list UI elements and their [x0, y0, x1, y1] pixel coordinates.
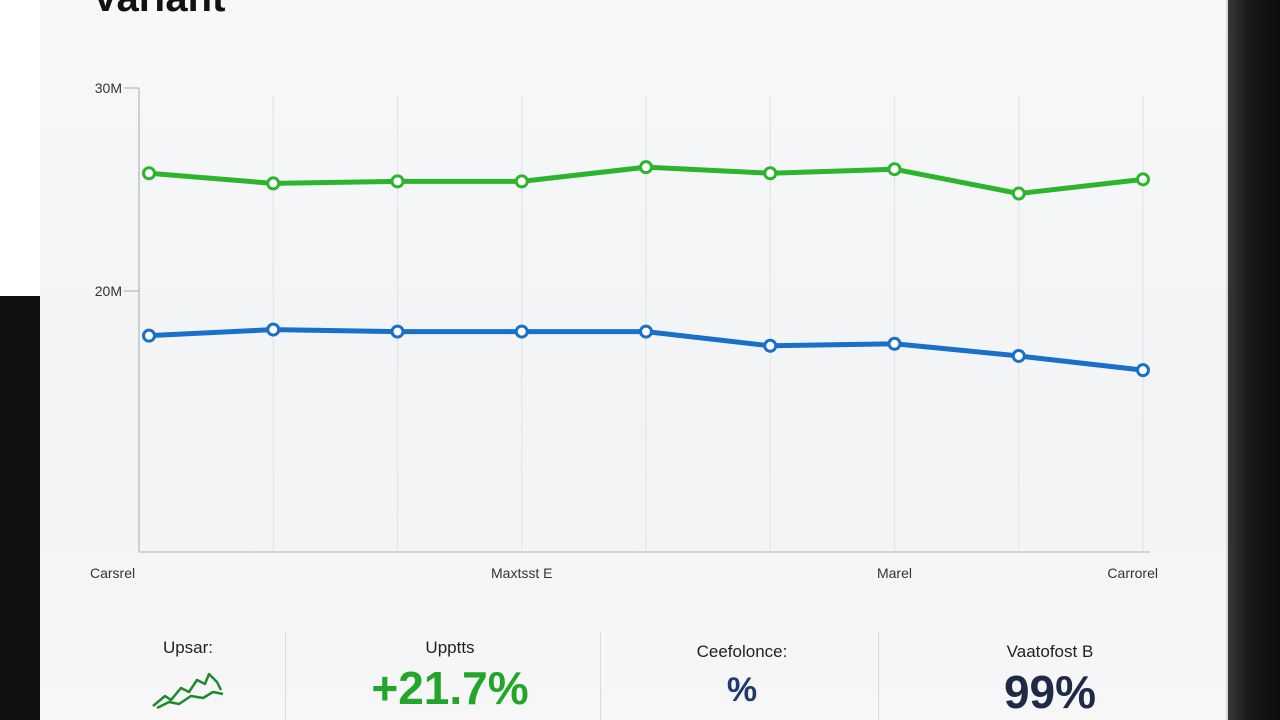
kpi-uplift: Upptts +21.7% [300, 628, 600, 720]
kpi-label: Upptts [425, 638, 475, 657]
kpi-strip: Upsar: Upptts +21.7% Ceefolonce: % Vaato… [40, 628, 1226, 720]
trend-mountain-icon [152, 672, 224, 710]
data-point [1136, 363, 1150, 378]
data-point [763, 166, 778, 181]
y-tick-label: 30M [95, 80, 122, 96]
kpi-value: 99% [1003, 666, 1097, 718]
data-point [1011, 186, 1026, 201]
data-point [1011, 348, 1026, 363]
kpi-value: +21.7% [371, 662, 529, 714]
data-point [142, 328, 156, 343]
kpi-label: Vaatofost B [1006, 642, 1094, 661]
data-point [639, 160, 653, 175]
data-point [514, 174, 529, 189]
kpi-divider [878, 632, 879, 720]
data-point [390, 324, 405, 339]
kpi-uplift-trend: Upsar: [90, 628, 286, 720]
data-point [763, 338, 778, 353]
kpi-variant-b: Vaatofost B 99% [890, 628, 1210, 720]
data-point [887, 336, 902, 351]
data-point [1136, 172, 1150, 187]
kpi-label: Ceefolonce: [696, 642, 788, 661]
dashboard-panel [40, 0, 1228, 720]
kpi-divider [285, 632, 286, 720]
x-tick-label: Marel [877, 565, 912, 581]
kpi-divider [600, 632, 601, 720]
y-tick-label: 20M [95, 283, 122, 299]
data-point [514, 324, 529, 339]
data-point [639, 324, 653, 339]
background-shadow [1226, 0, 1280, 720]
data-point [142, 166, 156, 181]
kpi-confidence: Ceefolonce: % [610, 628, 874, 720]
x-tick-group: Carsrel Maxtsst E Marel Carrorel [90, 565, 1158, 581]
data-point [390, 174, 405, 189]
data-point [266, 322, 281, 337]
chart-grid [272, 96, 1144, 552]
x-tick-label: Carsrel [90, 565, 135, 581]
data-point [266, 176, 281, 191]
data-point [887, 162, 902, 177]
percent-icon: % [726, 671, 758, 709]
page-title: Variant [92, 0, 225, 21]
series-group [142, 160, 1150, 378]
x-tick-label: Maxtsst E [491, 565, 552, 581]
kpi-label: Upsar: [162, 638, 214, 657]
x-tick-label: Carrorel [1107, 565, 1158, 581]
y-tick-group: 30M 20M [95, 80, 139, 299]
